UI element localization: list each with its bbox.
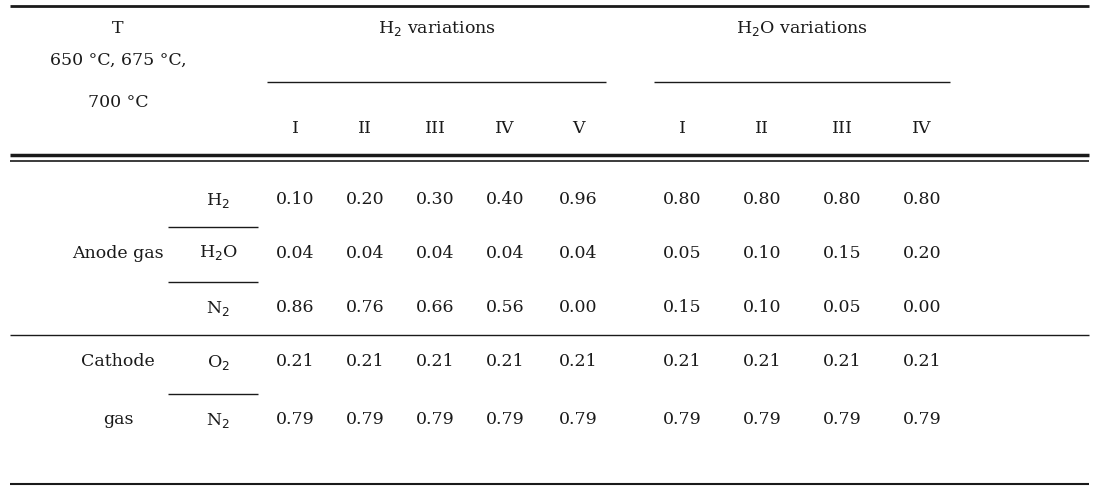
Text: 0.79: 0.79: [415, 411, 454, 429]
Text: 0.80: 0.80: [663, 191, 701, 209]
Text: Cathode: Cathode: [81, 354, 155, 371]
Text: 0.80: 0.80: [743, 191, 781, 209]
Text: IV: IV: [912, 119, 932, 136]
Text: 0.10: 0.10: [743, 245, 781, 262]
Text: 0.79: 0.79: [558, 411, 598, 429]
Text: 650 °C, 675 °C,: 650 °C, 675 °C,: [49, 52, 187, 69]
Text: 0.10: 0.10: [276, 191, 314, 209]
Text: 0.15: 0.15: [663, 300, 701, 317]
Text: 0.21: 0.21: [823, 354, 862, 371]
Text: 0.21: 0.21: [415, 354, 454, 371]
Text: 0.21: 0.21: [558, 354, 598, 371]
Text: 0.21: 0.21: [743, 354, 781, 371]
Text: 0.04: 0.04: [415, 245, 454, 262]
Text: 0.21: 0.21: [486, 354, 524, 371]
Text: 0.79: 0.79: [486, 411, 524, 429]
Text: 0.15: 0.15: [823, 245, 862, 262]
Text: Anode gas: Anode gas: [73, 246, 164, 263]
Text: 0.21: 0.21: [902, 354, 942, 371]
Text: III: III: [424, 119, 445, 136]
Text: 0.80: 0.80: [823, 191, 862, 209]
Text: 0.05: 0.05: [663, 245, 701, 262]
Text: 0.20: 0.20: [346, 191, 385, 209]
Text: 0.79: 0.79: [663, 411, 701, 429]
Text: 0.00: 0.00: [902, 300, 941, 317]
Text: II: II: [755, 119, 769, 136]
Text: V: V: [571, 119, 585, 136]
Text: N$_2$: N$_2$: [206, 410, 230, 430]
Text: 0.76: 0.76: [346, 300, 385, 317]
Text: H$_2$ variations: H$_2$ variations: [378, 19, 496, 37]
Text: 0.79: 0.79: [823, 411, 862, 429]
Text: 0.04: 0.04: [346, 245, 385, 262]
Text: T: T: [112, 20, 124, 36]
Text: 0.40: 0.40: [486, 191, 524, 209]
Text: 0.66: 0.66: [415, 300, 454, 317]
Text: 0.20: 0.20: [902, 245, 942, 262]
Text: 0.96: 0.96: [558, 191, 598, 209]
Text: 0.04: 0.04: [486, 245, 524, 262]
Text: 0.79: 0.79: [276, 411, 314, 429]
Text: N$_2$: N$_2$: [206, 299, 230, 318]
Text: 0.79: 0.79: [345, 411, 385, 429]
Text: 0.05: 0.05: [823, 300, 862, 317]
Text: 0.79: 0.79: [902, 411, 942, 429]
Text: II: II: [358, 119, 371, 136]
Text: 0.30: 0.30: [415, 191, 454, 209]
Text: 0.00: 0.00: [558, 300, 597, 317]
Text: H$_2$O: H$_2$O: [199, 244, 237, 263]
Text: IV: IV: [496, 119, 514, 136]
Text: 0.21: 0.21: [346, 354, 385, 371]
Text: 0.10: 0.10: [743, 300, 781, 317]
Text: gas: gas: [102, 411, 133, 429]
Text: 0.56: 0.56: [486, 300, 524, 317]
Text: 0.21: 0.21: [663, 354, 701, 371]
Text: 0.79: 0.79: [743, 411, 781, 429]
Text: 0.04: 0.04: [558, 245, 597, 262]
Text: H$_2$O variations: H$_2$O variations: [736, 19, 868, 37]
Text: III: III: [832, 119, 853, 136]
Text: 700 °C: 700 °C: [88, 93, 148, 110]
Text: O$_2$: O$_2$: [207, 353, 230, 372]
Text: I: I: [678, 119, 686, 136]
Text: 0.04: 0.04: [276, 245, 314, 262]
Text: H$_2$: H$_2$: [207, 191, 230, 210]
Text: 0.21: 0.21: [276, 354, 314, 371]
Text: 0.86: 0.86: [276, 300, 314, 317]
Text: I: I: [291, 119, 299, 136]
Text: 0.80: 0.80: [902, 191, 941, 209]
